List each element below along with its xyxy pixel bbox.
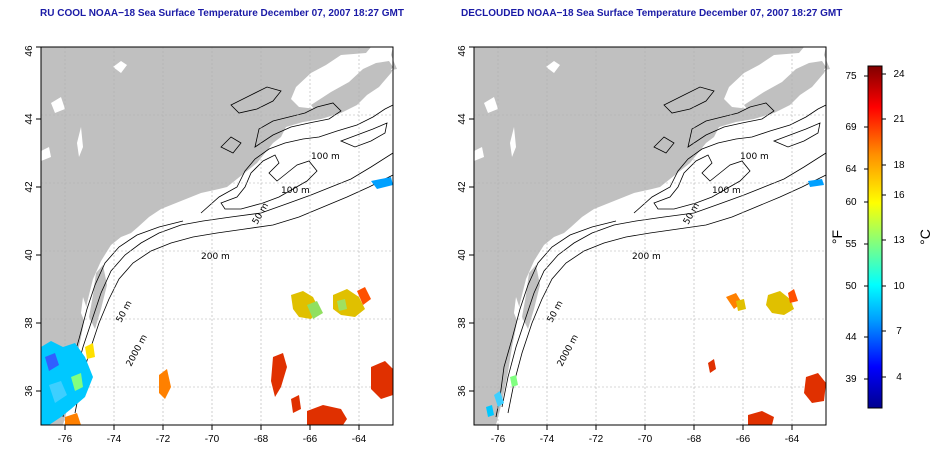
panel-2-lat-tick: 38 bbox=[457, 317, 468, 329]
panel-2-lat-axis: 36 38 40 42 44 46 bbox=[457, 45, 474, 397]
panel-2-lat-tick: 46 bbox=[457, 45, 468, 57]
colorbar-c-tick: 7 bbox=[896, 326, 902, 337]
colorbar-c-tick: 18 bbox=[893, 160, 905, 171]
panel-1-lat-tick: 46 bbox=[24, 45, 35, 57]
panel-1-lon-tick: -72 bbox=[156, 434, 171, 445]
panel-1-frame bbox=[40, 46, 394, 426]
panel-2-lon-tick: -66 bbox=[736, 434, 751, 445]
panel-2-title: DECLOUDED NOAA−18 Sea Surface Temperatur… bbox=[461, 8, 843, 19]
panel-1-contour-label: 50 m bbox=[115, 299, 135, 324]
panel-2-lon-tick: -74 bbox=[540, 434, 555, 445]
colorbar-f-tick: 64 bbox=[845, 164, 857, 175]
panel-2-map: 100 m 100 m 50 m 200 m 50 m 2000 m bbox=[473, 46, 831, 426]
panel-2-lon-tick: -68 bbox=[687, 434, 702, 445]
colorbar-f-tick: 39 bbox=[845, 374, 857, 385]
colorbar-f-tick: 44 bbox=[845, 332, 857, 343]
panel-1-contour-label: 200 m bbox=[201, 252, 230, 262]
colorbar-f-tick: 69 bbox=[845, 122, 857, 133]
panel-1-lon-tick: -76 bbox=[58, 434, 73, 445]
colorbar-f-tick: 60 bbox=[845, 197, 857, 208]
panel-1-title: RU COOL NOAA−18 Sea Surface Temperature … bbox=[40, 8, 404, 19]
colorbar-c-tick: 4 bbox=[896, 372, 902, 383]
panel-1-sst-patches bbox=[41, 177, 393, 425]
panel-1-lon-tick: -74 bbox=[107, 434, 122, 445]
panel-2-contour-label: 2000 m bbox=[556, 333, 581, 368]
panel-1-contour-label: 2000 m bbox=[125, 333, 150, 368]
colorbar-f-tick: 55 bbox=[845, 239, 857, 250]
colorbar-f-tick: 75 bbox=[845, 71, 857, 82]
colorbar-fahrenheit-label: °F bbox=[829, 230, 845, 244]
panel-2-lat-tick: 40 bbox=[457, 249, 468, 261]
panel-2-lon-tick: -76 bbox=[491, 434, 506, 445]
panel-2-lon-tick: -64 bbox=[785, 434, 800, 445]
panel-1-lat-axis: 36 38 40 42 44 46 bbox=[24, 45, 41, 397]
colorbar-f-tick: 50 bbox=[845, 281, 857, 292]
panel-1-contour-label: 100 m bbox=[281, 186, 310, 196]
colorbar-c-tick: 10 bbox=[893, 281, 905, 292]
panel-2-lat-tick: 42 bbox=[457, 181, 468, 193]
colorbar-c-tick: 16 bbox=[893, 190, 905, 201]
panel-1-lat-tick: 38 bbox=[24, 317, 35, 329]
panel-1-lon-tick: -70 bbox=[205, 434, 220, 445]
panel-1-lon-tick: -66 bbox=[303, 434, 318, 445]
panel-1-lat-tick: 36 bbox=[24, 385, 35, 397]
colorbar: 75 69 64 60 55 50 44 39 24 21 18 16 13 1… bbox=[829, 65, 933, 409]
panel-2-sst-patches bbox=[486, 179, 826, 425]
panel-1-lon-axis: -76 -74 -72 -70 -68 -66 -64 bbox=[58, 425, 367, 445]
panel-1-lat-tick: 44 bbox=[24, 113, 35, 125]
panel-1-contour-label: 100 m bbox=[311, 152, 340, 162]
colorbar-c-tick: 21 bbox=[893, 114, 905, 125]
colorbar-c-tick: 13 bbox=[893, 235, 905, 246]
colorbar-c-tick: 24 bbox=[893, 69, 905, 80]
panel-1-lat-tick: 42 bbox=[24, 181, 35, 193]
panel-2-lon-axis: -76 -74 -72 -70 -68 -66 -64 bbox=[491, 425, 800, 445]
panel-2-contour-label: 100 m bbox=[740, 152, 769, 162]
panel-2-lon-tick: -70 bbox=[638, 434, 653, 445]
panel-1-lon-tick: -68 bbox=[254, 434, 269, 445]
panel-2-contour-label: 100 m bbox=[712, 186, 741, 196]
panel-1-lon-tick: -64 bbox=[352, 434, 367, 445]
panel-2-frame bbox=[473, 46, 827, 426]
panel-2-lat-tick: 36 bbox=[457, 385, 468, 397]
panel-2-contour-label: 50 m bbox=[546, 299, 566, 324]
panel-2-lon-tick: -72 bbox=[589, 434, 604, 445]
colorbar-celsius-label: °C bbox=[917, 229, 933, 245]
panel-1-map: 100 m 100 m 50 m 200 m 50 m 2000 m bbox=[40, 46, 398, 426]
panel-1-lat-tick: 40 bbox=[24, 249, 35, 261]
colorbar-gradient bbox=[867, 65, 883, 409]
panel-2-contour-label: 200 m bbox=[632, 252, 661, 262]
panel-2-lat-tick: 44 bbox=[457, 113, 468, 125]
